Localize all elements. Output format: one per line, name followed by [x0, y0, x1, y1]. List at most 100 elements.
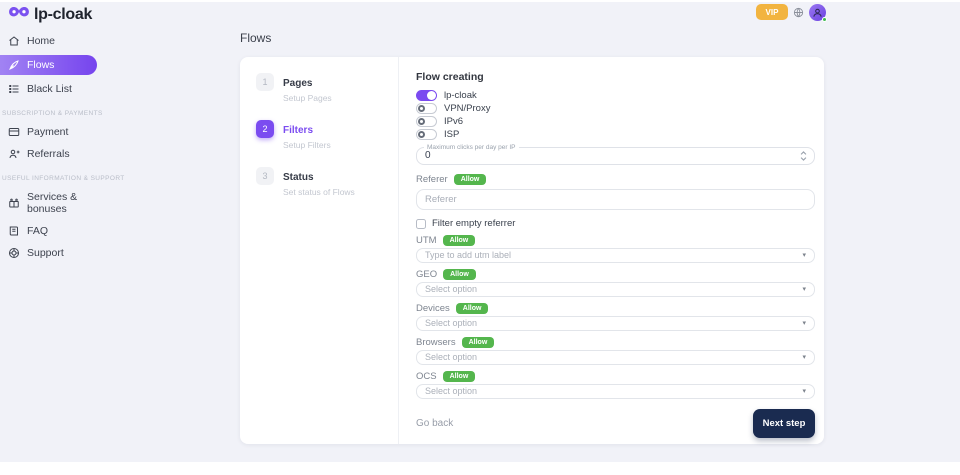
language-globe-icon[interactable]	[793, 7, 804, 18]
payment-icon	[8, 128, 20, 136]
devices-label: Devices	[416, 302, 450, 314]
geo-select[interactable]: Select option ▾	[416, 282, 815, 297]
sidebar-item-label: Black List	[27, 83, 72, 95]
logo[interactable]: lp-cloak	[8, 3, 92, 26]
step-status[interactable]: 3 Status Set status of Flows	[256, 167, 398, 197]
logo-text: lp-cloak	[34, 5, 93, 23]
bottom-strip	[0, 462, 960, 475]
step-title: Pages	[283, 78, 313, 89]
ipv6-toggle[interactable]	[416, 115, 437, 127]
sidebar-item-label: Services & bonuses	[27, 191, 78, 215]
home-icon	[9, 36, 19, 46]
flow-creating-card: 1 Pages Setup Pages 2 Filters Setup Filt…	[240, 57, 824, 444]
step-subtitle: Set status of Flows	[283, 187, 355, 197]
mask-logo-icon	[8, 3, 30, 26]
lp-cloak-toggle[interactable]	[416, 89, 437, 101]
step-number: 1	[256, 73, 274, 91]
empty-referrer-checkbox[interactable]	[416, 218, 426, 229]
toggle-row-lp-cloak[interactable]: lp-cloak	[416, 89, 815, 101]
sidebar-item-label: Referrals	[27, 148, 70, 160]
faq-icon	[9, 226, 18, 236]
form-footer: Go back Next step	[416, 409, 815, 438]
support-icon	[9, 248, 19, 258]
chevron-down-icon: ▾	[802, 388, 806, 395]
sidebar-section-support: USEFUL INFORMATION & SUPPORT	[2, 175, 125, 182]
step-filters[interactable]: 2 Filters Setup Filters	[256, 120, 398, 150]
stepper: 1 Pages Setup Pages 2 Filters Setup Filt…	[240, 57, 399, 444]
referer-allow-badge[interactable]: Allow	[453, 173, 487, 185]
devices-label-row: Devices Allow	[416, 302, 815, 314]
sidebar-item-label: FAQ	[27, 225, 49, 237]
ocs-label: OCS	[416, 370, 437, 382]
browsers-allow-badge[interactable]: Allow	[461, 336, 495, 348]
blacklist-icon	[9, 85, 19, 93]
utm-label: UTM	[416, 234, 437, 246]
sidebar-item-faq[interactable]: FAQ	[0, 220, 110, 242]
step-number: 2	[256, 120, 274, 138]
referer-input[interactable]	[416, 189, 815, 210]
isp-toggle[interactable]	[416, 128, 437, 140]
sidebar-item-label: Payment	[27, 126, 69, 138]
number-stepper-icon[interactable]	[800, 150, 807, 162]
utm-select[interactable]: Type to add utm label ▾	[416, 248, 815, 263]
utm-allow-badge[interactable]: Allow	[442, 234, 476, 246]
online-status-dot	[822, 16, 827, 22]
sidebar-item-home[interactable]: Home	[0, 30, 110, 52]
sidebar: Home Flows Black List SUBSCRIPTION & PAY…	[0, 30, 125, 264]
browsers-label: Browsers	[416, 336, 456, 348]
sidebar-item-label: Home	[27, 35, 56, 47]
user-avatar[interactable]	[809, 3, 827, 22]
devices-allow-badge[interactable]: Allow	[455, 302, 489, 314]
sidebar-item-label: Flows	[27, 59, 55, 71]
step-subtitle: Setup Filters	[283, 140, 331, 150]
browsers-label-row: Browsers Allow	[416, 336, 815, 348]
sidebar-item-label: Support	[27, 247, 64, 259]
utm-label-row: UTM Allow	[416, 234, 815, 246]
sidebar-item-referrals[interactable]: Referrals	[0, 143, 110, 165]
ocs-allow-badge[interactable]: Allow	[442, 370, 476, 382]
step-pages[interactable]: 1 Pages Setup Pages	[256, 73, 398, 103]
ocs-label-row: OCS Allow	[416, 370, 815, 382]
sidebar-item-black-list[interactable]: Black List	[0, 78, 110, 100]
ocs-select[interactable]: Select option ▾	[416, 384, 815, 399]
browsers-select[interactable]: Select option ▾	[416, 350, 815, 365]
referer-label: Referer	[416, 173, 448, 185]
toggle-row-vpn-proxy[interactable]: VPN/Proxy	[416, 102, 815, 114]
step-title: Filters	[283, 125, 314, 136]
devices-select[interactable]: Select option ▾	[416, 316, 815, 331]
step-subtitle: Setup Pages	[283, 93, 332, 103]
geo-label-row: GEO Allow	[416, 268, 815, 280]
sidebar-item-support[interactable]: Support	[0, 242, 110, 264]
referrals-icon	[9, 149, 20, 159]
chevron-down-icon: ▾	[802, 354, 806, 361]
toggle-row-isp[interactable]: ISP	[416, 128, 815, 140]
services-icon	[9, 198, 19, 208]
step-number: 3	[256, 167, 274, 185]
referer-label-row: Referer Allow	[416, 173, 815, 185]
go-back-link[interactable]: Go back	[416, 418, 454, 429]
chevron-down-icon: ▾	[802, 252, 806, 259]
max-clicks-label: Maximum clicks per day per IP	[424, 144, 519, 151]
chevron-down-icon: ▾	[802, 320, 806, 327]
filter-empty-referrer-row[interactable]: Filter empty referrer	[416, 218, 815, 229]
sidebar-item-services[interactable]: Services & bonuses	[0, 186, 110, 220]
max-clicks-field[interactable]: Maximum clicks per day per IP 0	[416, 144, 815, 165]
filters-form: Flow creating lp-cloak VPN/Proxy IPv6 IS…	[399, 57, 824, 444]
vpn-proxy-toggle[interactable]	[416, 102, 437, 114]
top-strip	[0, 0, 960, 2]
sidebar-item-flows[interactable]: Flows	[0, 55, 97, 75]
page-title: Flows	[240, 31, 272, 45]
chevron-down-icon: ▾	[802, 286, 806, 293]
flows-icon	[9, 60, 19, 71]
toggle-row-ipv6[interactable]: IPv6	[416, 115, 815, 127]
next-step-button[interactable]: Next step	[753, 409, 815, 438]
geo-allow-badge[interactable]: Allow	[443, 268, 476, 280]
form-title: Flow creating	[416, 71, 484, 83]
sidebar-item-payment[interactable]: Payment	[0, 121, 110, 143]
vip-button[interactable]: VIP	[756, 4, 788, 20]
step-title: Status	[283, 172, 314, 183]
max-clicks-value[interactable]: 0	[425, 150, 431, 161]
sidebar-section-subscription: SUBSCRIPTION & PAYMENTS	[2, 110, 103, 117]
person-icon	[813, 8, 822, 17]
